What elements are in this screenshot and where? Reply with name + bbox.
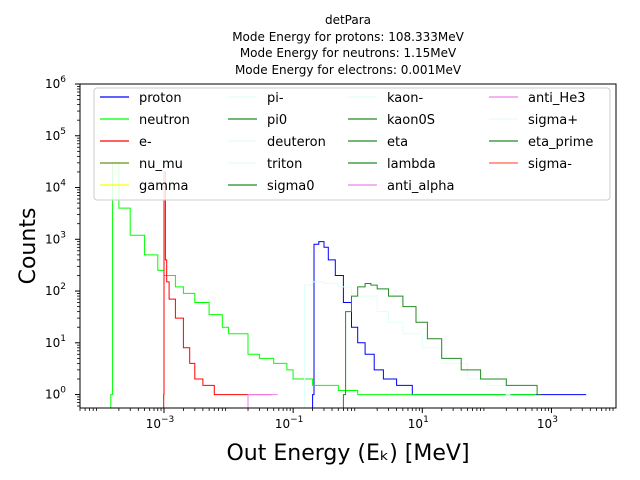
- y-tick-label: 105: [45, 127, 66, 143]
- y-tick-label: 102: [45, 282, 66, 298]
- y-tick-label: 101: [45, 334, 66, 350]
- chart-title: detPara: [325, 13, 371, 27]
- chart-subtitle-electrons: Mode Energy for electrons: 0.001MeV: [235, 63, 462, 77]
- legend-box: [93, 87, 611, 201]
- chart-subtitle-protons: Mode Energy for protons: 108.333MeV: [232, 30, 464, 44]
- legend-label-eta_prime: eta_prime: [528, 135, 593, 150]
- legend-label-proton: proton: [139, 91, 182, 106]
- y-tick-label: 106: [45, 75, 66, 91]
- y-tick-label: 104: [45, 179, 66, 195]
- legend-label-kaon0S: kaon0S: [387, 113, 435, 128]
- legend-label-pi0: pi0: [267, 113, 287, 128]
- legend-label-anti_He3: anti_He3: [528, 91, 585, 106]
- x-tick-label: 103: [537, 415, 558, 431]
- series-neutron-line: [110, 162, 536, 408]
- x-tick-label: 10−1: [275, 415, 304, 431]
- series-anti_alpha-line: [247, 394, 278, 408]
- legend-label-deuteron: deuteron: [267, 135, 326, 150]
- y-tick-label: 100: [45, 386, 66, 402]
- legend-label-gamma: gamma: [139, 179, 189, 194]
- y-axis-label: Counts: [16, 208, 41, 285]
- legend-label-sigma0: sigma0: [267, 179, 315, 194]
- legend-label-sigma-: sigma-: [528, 157, 572, 172]
- x-tick-label: 10−3: [146, 415, 175, 431]
- chart-subtitle-neutrons: Mode Energy for neutrons: 1.15MeV: [240, 46, 457, 60]
- legend-label-triton: triton: [267, 157, 302, 172]
- legend-label-neutron: neutron: [139, 113, 190, 128]
- legend-label-nu_mu: nu_mu: [139, 157, 183, 172]
- legend-label-pi-: pi-: [267, 91, 284, 106]
- series-kaon0S-line: [342, 283, 542, 408]
- legend-label-kaon-: kaon-: [387, 91, 423, 106]
- legend-label-anti_alpha: anti_alpha: [387, 179, 454, 194]
- legend-label-e-: e-: [139, 135, 152, 150]
- x-tick-label: 101: [408, 415, 429, 431]
- legend-label-sigma+: sigma+: [528, 113, 578, 128]
- x-axis-label: Out Energy (Eₖ) [MeV]: [226, 441, 469, 466]
- legend-label-lambda: lambda: [387, 157, 436, 172]
- y-tick-label: 103: [45, 230, 66, 246]
- series-deuteron-line: [304, 281, 511, 408]
- legend-label-eta: eta: [387, 135, 408, 150]
- ticks-layer: 10−3 10−1 101 103 100 101 102 103 104 105 106: [45, 75, 614, 431]
